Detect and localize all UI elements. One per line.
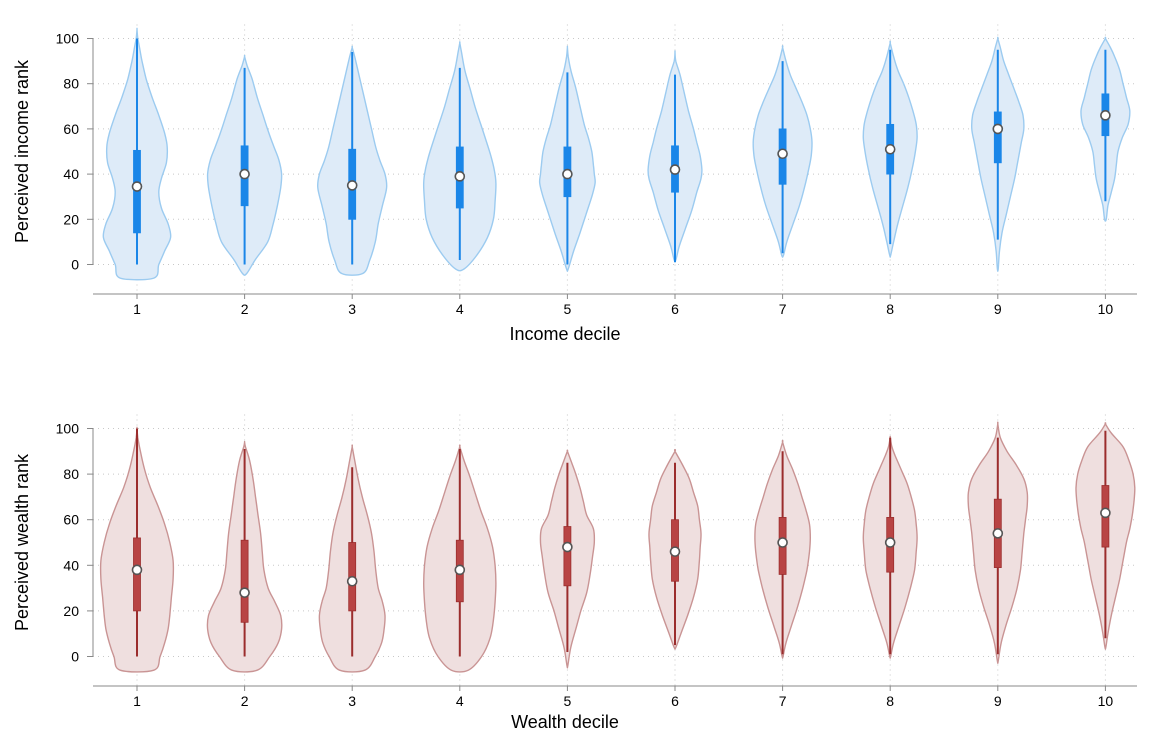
x-tick-label: 1 bbox=[133, 693, 141, 709]
y-tick-label: 20 bbox=[63, 603, 79, 619]
median-marker bbox=[1100, 507, 1111, 519]
median-marker bbox=[239, 587, 250, 598]
iqr-box bbox=[240, 539, 249, 623]
median-marker bbox=[346, 575, 358, 587]
y-tick-label: 0 bbox=[71, 649, 79, 665]
x-tick-label: 4 bbox=[456, 301, 464, 317]
median-marker bbox=[1100, 110, 1111, 121]
income-x-ticks: 1 2 3 4 5 6 7 8 9 10 bbox=[133, 294, 1113, 317]
y-tick-label: 100 bbox=[56, 421, 80, 437]
income-y-ticks: 0 20 40 60 80 100 bbox=[56, 31, 93, 273]
median-marker bbox=[131, 181, 143, 192]
x-tick-label: 5 bbox=[564, 301, 572, 317]
median-marker bbox=[131, 564, 143, 576]
x-tick-label: 1 bbox=[133, 301, 141, 317]
y-tick-label: 100 bbox=[56, 31, 80, 47]
x-tick-label: 8 bbox=[886, 693, 894, 709]
x-tick-label: 3 bbox=[348, 693, 356, 709]
median-marker bbox=[884, 143, 896, 155]
income-violins bbox=[102, 27, 1131, 281]
median-marker bbox=[884, 537, 896, 548]
x-tick-label: 8 bbox=[886, 301, 894, 317]
income-gridlines bbox=[92, 24, 1137, 294]
x-tick-label: 7 bbox=[779, 301, 787, 317]
median-marker bbox=[777, 148, 788, 160]
panel-wealth: 0 20 40 60 80 100 1 2 3 4 5 6 7 8 9 10 Wealth decile P… bbox=[12, 414, 1137, 732]
median-marker bbox=[669, 164, 681, 175]
x-tick-label: 9 bbox=[994, 301, 1002, 317]
wealth-x-ticks: 1 2 3 4 5 6 7 8 9 10 bbox=[133, 686, 1113, 709]
x-tick-label: 2 bbox=[241, 301, 249, 317]
y-tick-label: 80 bbox=[63, 466, 79, 482]
x-tick-label: 3 bbox=[348, 301, 356, 317]
y-tick-label: 0 bbox=[71, 257, 79, 273]
median-marker bbox=[777, 537, 788, 548]
income-x-axis-title: Income decile bbox=[509, 324, 620, 344]
median-marker bbox=[669, 546, 681, 557]
median-marker bbox=[562, 168, 573, 180]
wealth-y-ticks: 0 20 40 60 80 100 bbox=[56, 421, 93, 665]
iqr-box bbox=[563, 526, 572, 587]
wealth-violins bbox=[99, 421, 1136, 673]
x-tick-label: 6 bbox=[671, 693, 679, 709]
median-marker bbox=[454, 564, 466, 576]
y-tick-label: 60 bbox=[63, 121, 79, 137]
median-marker bbox=[239, 168, 250, 180]
wealth-y-axis-title: Perceived wealth rank bbox=[12, 453, 32, 631]
income-y-axis-title: Perceived income rank bbox=[12, 59, 32, 243]
median-marker bbox=[346, 180, 358, 191]
x-tick-label: 7 bbox=[779, 693, 787, 709]
x-tick-label: 10 bbox=[1098, 693, 1114, 709]
wealth-x-axis-title: Wealth decile bbox=[511, 712, 619, 732]
median-marker bbox=[454, 171, 466, 182]
y-tick-label: 20 bbox=[63, 211, 79, 227]
median-marker bbox=[992, 123, 1004, 135]
x-tick-label: 10 bbox=[1098, 301, 1114, 317]
y-tick-label: 40 bbox=[63, 166, 79, 182]
x-tick-label: 5 bbox=[564, 693, 572, 709]
x-tick-label: 2 bbox=[241, 693, 249, 709]
x-tick-label: 4 bbox=[456, 693, 464, 709]
panel-income: 0 20 40 60 80 100 1 2 3 4 5 6 7 8 9 10 Income decile P… bbox=[12, 24, 1137, 344]
y-tick-label: 60 bbox=[63, 512, 79, 528]
x-tick-label: 9 bbox=[994, 693, 1002, 709]
y-tick-label: 40 bbox=[63, 557, 79, 573]
iqr-box bbox=[993, 111, 1002, 164]
median-marker bbox=[562, 541, 573, 553]
x-tick-label: 6 bbox=[671, 301, 679, 317]
median-marker bbox=[992, 528, 1004, 539]
y-tick-label: 80 bbox=[63, 76, 79, 92]
